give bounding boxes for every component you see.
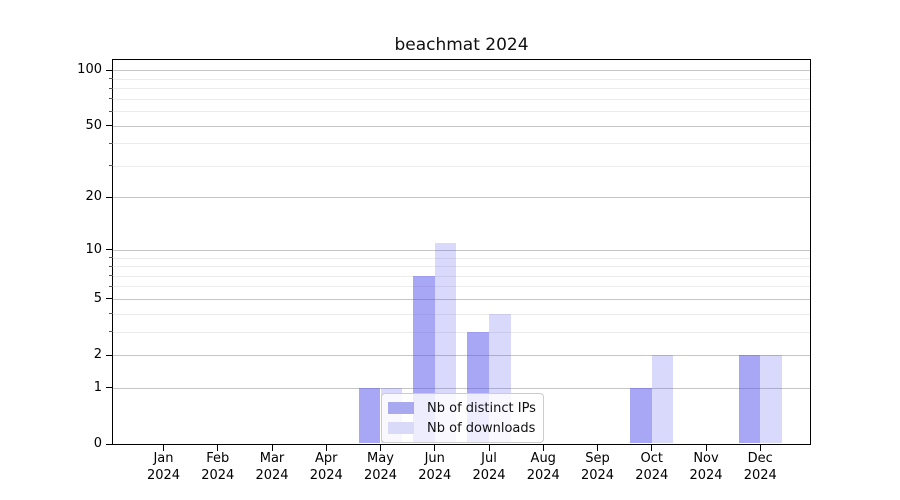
chart-title: beachmat 2024 (394, 35, 529, 55)
gridline-minor (113, 266, 810, 268)
gridline-major (113, 355, 810, 357)
x-tick-mark (325, 445, 327, 451)
x-tick-label: Nov 2024 (689, 451, 723, 483)
x-tick-label: Mar 2024 (255, 451, 289, 483)
legend-label: Nb of downloads (427, 420, 536, 436)
y-tick-label: 1 (93, 379, 102, 395)
gridline-minor (113, 98, 810, 100)
y-minor-tick-mark (109, 78, 113, 80)
gridline-minor (113, 275, 810, 277)
y-tick-label: 10 (85, 241, 102, 257)
y-minor-tick-mark (109, 142, 113, 144)
y-tick-label: 100 (77, 62, 102, 78)
x-tick-mark (488, 445, 490, 451)
x-tick-label: Aug 2024 (526, 451, 560, 483)
y-tick-mark (106, 298, 113, 300)
gridline-minor (113, 313, 810, 315)
legend-item: Nb of distinct IPs (388, 398, 537, 418)
y-tick-label: 2 (93, 347, 102, 363)
gridline-major (113, 298, 810, 300)
x-tick-mark (705, 445, 707, 451)
x-tick-label: Jun 2024 (418, 451, 452, 483)
y-minor-tick-mark (109, 165, 113, 167)
gridline-major (113, 125, 810, 127)
y-minor-tick-mark (109, 285, 113, 287)
x-tick-label: May 2024 (363, 451, 398, 483)
x-tick-mark (759, 445, 761, 451)
bar-nb-of-downloads-jun (434, 242, 457, 443)
y-minor-tick-mark (109, 110, 113, 112)
gridline-major (113, 387, 810, 389)
bar-nb-of-distinct-ips-oct (630, 387, 652, 443)
y-tick-label: 0 (93, 436, 102, 451)
bar-nb-of-downloads-dec (760, 355, 782, 443)
x-tick-label: Oct 2024 (635, 451, 669, 483)
y-tick-label: 20 (85, 189, 102, 205)
gridline-minor (113, 257, 810, 259)
x-tick-mark (434, 445, 436, 451)
y-tick-label: 5 (93, 290, 102, 306)
y-tick-mark (106, 249, 113, 251)
y-tick-mark (106, 125, 113, 127)
x-tick-mark (217, 445, 219, 451)
y-minor-tick-mark (109, 98, 113, 100)
y-tick-mark (106, 196, 113, 198)
x-tick-label: Sep 2024 (580, 451, 615, 483)
y-tick-label: 50 (85, 117, 102, 133)
gridline-major (113, 70, 810, 72)
x-tick-mark (597, 445, 598, 451)
gridline-minor (113, 331, 810, 333)
gridline-minor (113, 286, 810, 288)
gridline-minor (113, 78, 810, 80)
x-tick-label: Apr 2024 (309, 451, 343, 483)
gridline-major (113, 197, 810, 199)
x-tick-mark (163, 445, 164, 451)
y-tick-mark (106, 69, 113, 71)
y-minor-tick-mark (109, 87, 113, 89)
y-minor-tick-mark (109, 275, 113, 277)
legend-label: Nb of distinct IPs (427, 400, 536, 416)
legend-swatch-icon (388, 402, 414, 414)
legend-swatch-icon (388, 422, 414, 434)
legend-item: Nb of downloads (388, 418, 537, 438)
y-tick-mark (106, 387, 113, 389)
bar-nb-of-downloads-oct (651, 355, 674, 443)
bar-nb-of-distinct-ips-dec (738, 355, 761, 443)
x-tick-mark (542, 445, 544, 451)
y-minor-tick-mark (109, 331, 113, 333)
gridline-minor (113, 165, 810, 167)
x-tick-mark (651, 445, 653, 451)
gridline-minor (113, 88, 810, 90)
bar-nb-of-distinct-ips-may (358, 387, 381, 443)
legend: Nb of distinct IPs Nb of downloads (381, 393, 544, 443)
y-minor-tick-mark (109, 313, 113, 315)
x-tick-label: Jan 2024 (146, 451, 181, 483)
plot-area (112, 59, 811, 445)
x-tick-label: Jul 2024 (472, 451, 506, 483)
gridline-major (113, 249, 810, 251)
x-tick-mark (271, 445, 273, 451)
y-tick-mark (106, 354, 113, 356)
gridline-minor (113, 111, 810, 113)
x-tick-mark (380, 445, 381, 451)
x-tick-label: Dec 2024 (743, 451, 777, 483)
y-minor-tick-mark (109, 265, 113, 267)
x-tick-label: Feb 2024 (201, 451, 235, 483)
gridline-minor (113, 143, 810, 145)
y-minor-tick-mark (109, 257, 113, 259)
y-tick-mark (106, 443, 113, 445)
